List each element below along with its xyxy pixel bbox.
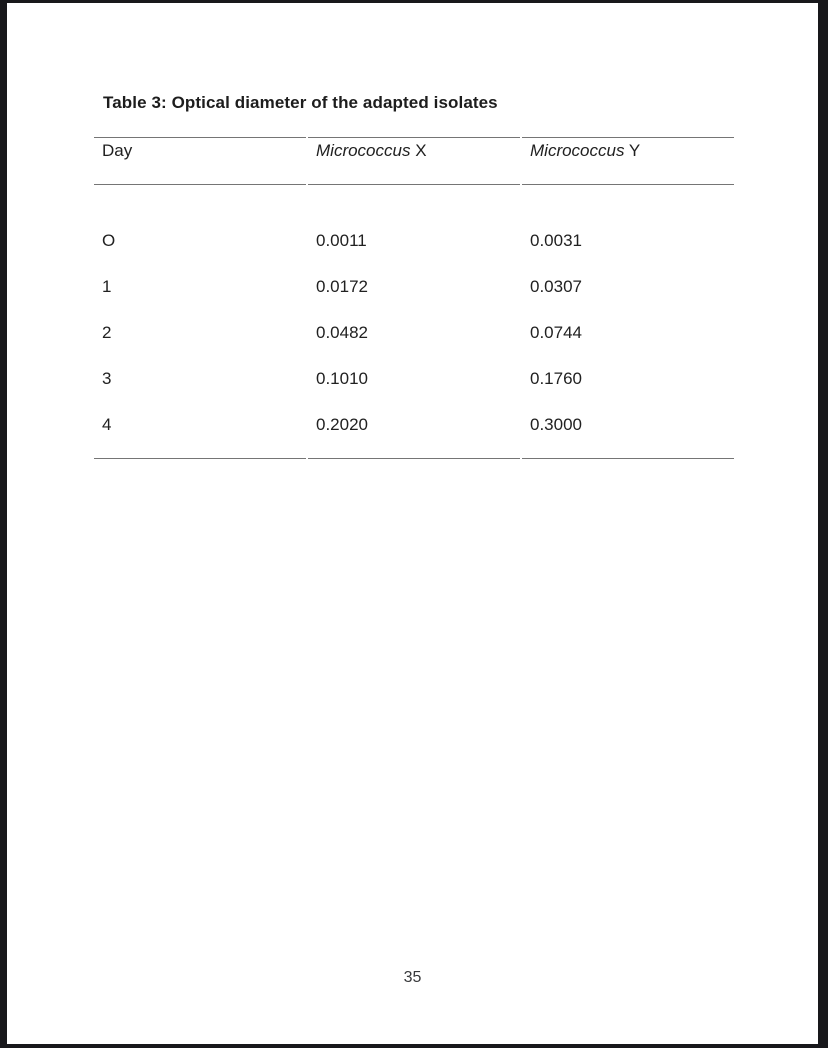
column-header-1: Micrococcus X: [308, 137, 520, 185]
table-cell: 2: [102, 323, 112, 342]
table-caption: Table 3: Optical diameter of the adapted…: [103, 93, 498, 112]
document-page: Table 3: Optical diameter of the adapted…: [7, 3, 818, 1044]
table-cell: 4: [94, 402, 306, 459]
table-row: 3 0.1010 0.1760: [94, 356, 734, 402]
page-number: 35: [403, 969, 422, 986]
genus-name: Micrococcus: [530, 141, 625, 160]
table-cell: 0.1010: [316, 369, 368, 388]
table-cell: 0.3000: [522, 402, 734, 459]
table-cell: 0.1760: [530, 369, 582, 388]
column-header-0: Day: [94, 137, 306, 185]
table-cell: 0.0011: [316, 231, 367, 250]
optical-diameter-table: Day Micrococcus X Micrococcus Y O 0.0011 0.0…: [92, 137, 736, 459]
table-cell: 1: [102, 277, 112, 296]
table-body: O 0.0011 0.0031 1 0.0172 0.0307 2 0.0482 0.0744 3…: [94, 185, 734, 459]
table-header-row: Day Micrococcus X Micrococcus Y: [94, 137, 734, 185]
table-cell: 0.2020: [308, 402, 520, 459]
table-row: 4 0.2020 0.3000: [94, 402, 734, 459]
table-cell: 0.0031: [530, 231, 582, 250]
table-row: 1 0.0172 0.0307: [94, 264, 734, 310]
table-cell: 0.0307: [530, 277, 582, 296]
table-cell: O: [102, 231, 116, 250]
column-header-2: Micrococcus Y: [522, 137, 734, 185]
table-cell: 3: [102, 369, 112, 388]
genus-name: Micrococcus: [316, 141, 411, 160]
table-row: 2 0.0482 0.0744: [94, 310, 734, 356]
table-header: Day Micrococcus X Micrococcus Y: [94, 137, 734, 185]
table-cell: 0.0172: [316, 277, 368, 296]
table-cell: 0.0482: [316, 323, 368, 342]
table-cell: 0.0744: [530, 323, 582, 342]
table-row: O 0.0011 0.0031: [94, 185, 734, 264]
